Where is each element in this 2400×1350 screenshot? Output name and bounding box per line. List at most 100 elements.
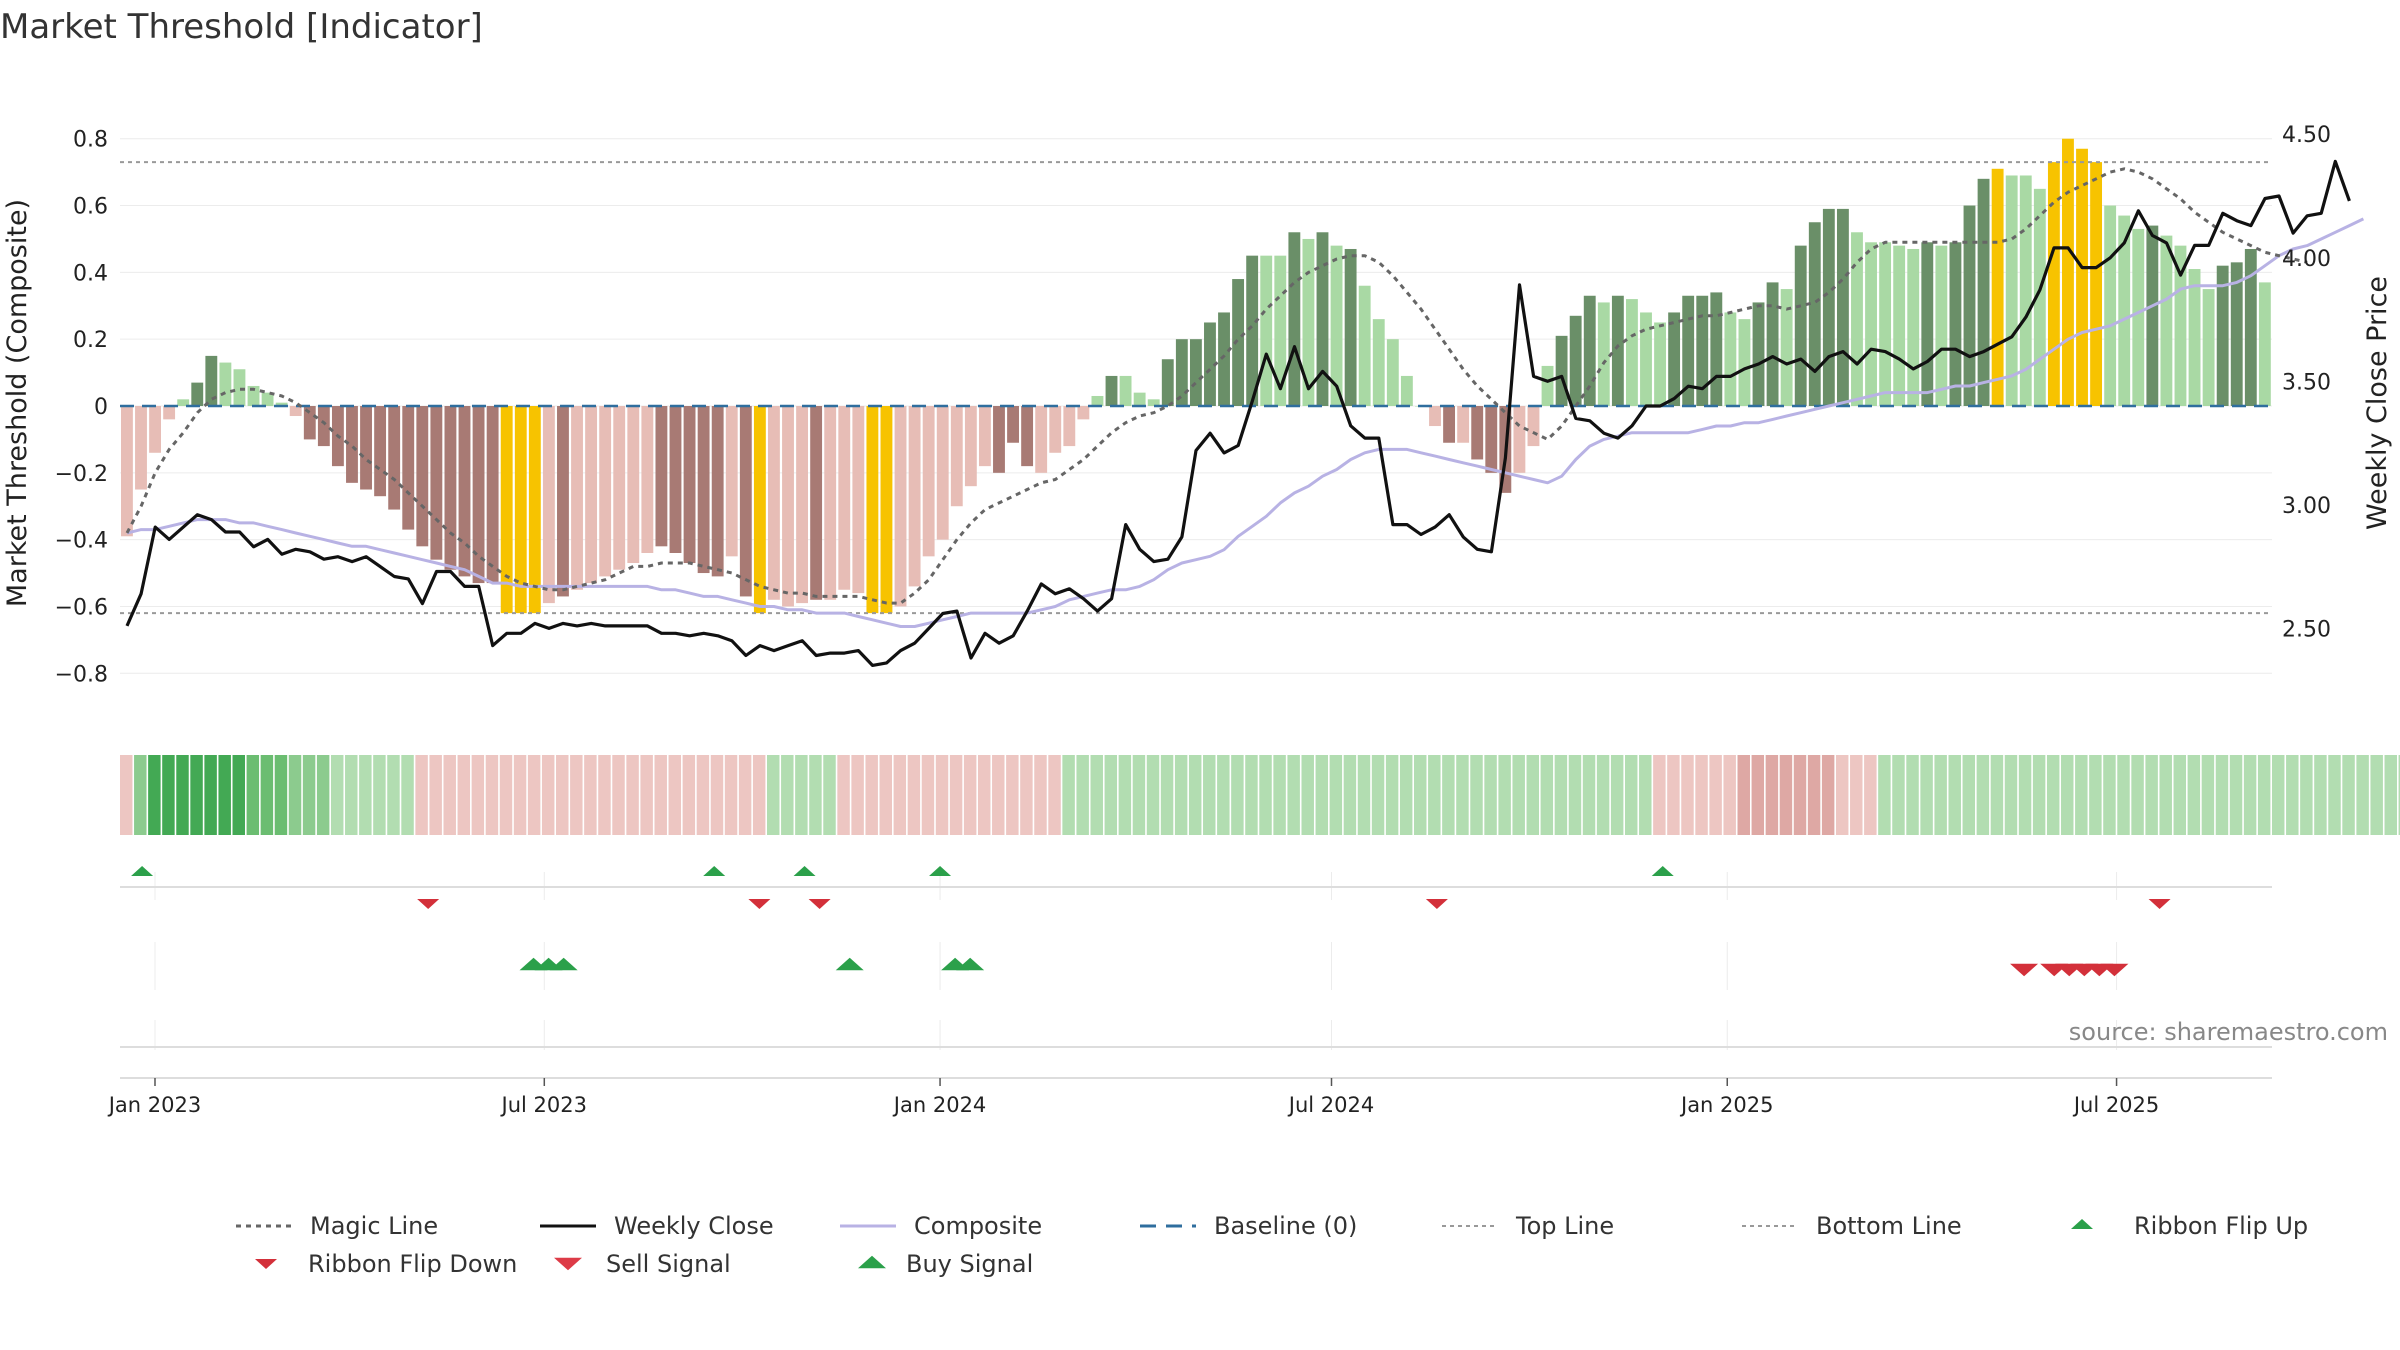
ribbon-cell [527, 755, 541, 835]
right-y-tick-label: 4.50 [2282, 123, 2331, 148]
composite-bar [838, 406, 851, 590]
ribbon-cell [1174, 755, 1188, 835]
ribbon-cell [1442, 755, 1455, 835]
ribbon-cell [1301, 755, 1314, 835]
composite-bar [697, 406, 710, 574]
ribbon-cell [1231, 755, 1244, 835]
legend-label: Sell Signal [606, 1250, 731, 1278]
ribbon-cell [1765, 755, 1779, 835]
sell-signal-icon [554, 1257, 582, 1271]
ribbon-cell [668, 755, 682, 835]
composite-bar [528, 406, 541, 614]
composite-bar [1822, 208, 1835, 406]
composite-bar [1780, 289, 1793, 406]
composite-bar [669, 406, 682, 553]
ribbon-cell [1568, 755, 1582, 835]
ribbon-cell [2075, 755, 2088, 835]
ribbon-cell [1090, 755, 1103, 835]
buy-signal-marker [549, 957, 578, 971]
legend-label: Baseline (0) [1214, 1212, 1357, 1240]
composite-bar [571, 406, 583, 590]
composite-bar [2104, 205, 2117, 406]
ribbon-cell [1821, 755, 1835, 835]
ribbon-cell [696, 755, 710, 835]
legend-label: Magic Line [310, 1212, 438, 1240]
legend-label: Top Line [1515, 1212, 1614, 1240]
composite-bar [1232, 279, 1245, 406]
date-tick-label: Jul 2025 [2072, 1093, 2159, 1117]
composite-bar [360, 406, 372, 490]
legend-label: Bottom Line [1816, 1212, 1962, 1240]
composite-bar [2216, 265, 2229, 406]
ribbon-cell [2103, 755, 2116, 835]
composite-bar [2019, 175, 2032, 406]
ribbon-cell [626, 755, 639, 835]
ribbon-cell [1962, 755, 1976, 835]
composite-bar [1738, 319, 1751, 406]
composite-bar [205, 355, 218, 406]
composite-bar [768, 406, 780, 600]
composite-bar [1752, 302, 1765, 406]
right-y-tick-label: 4.00 [2282, 247, 2331, 272]
composite-bar [2033, 188, 2046, 406]
ribbon-cell [176, 755, 189, 835]
ribbon-cell [1695, 755, 1708, 835]
composite-bar [753, 406, 766, 614]
ribbon-cell [2131, 755, 2144, 835]
ribbon-cell [2117, 755, 2130, 835]
ribbon-cell [1610, 755, 1624, 835]
ribbon-cell [1667, 755, 1680, 835]
composite-bar [1668, 312, 1681, 406]
ribbon-cell [1287, 755, 1300, 835]
ribbon-cell [612, 755, 625, 835]
composite-bar [1302, 238, 1315, 406]
composite-bar [219, 362, 232, 406]
composite-bar [1246, 255, 1259, 406]
ribbon-cell [1203, 755, 1216, 835]
ribbon-flip-up-marker [1651, 866, 1674, 876]
composite-bar [1527, 406, 1540, 447]
ribbon-flip-up-icon [2071, 1219, 2093, 1229]
composite-bar [163, 406, 176, 420]
legend-item: Sell Signal [554, 1250, 731, 1278]
composite-bar [922, 406, 935, 557]
ribbon-cell [1357, 755, 1371, 835]
ribbon-cell [1146, 755, 1160, 835]
ribbon-flip-down-marker [2148, 899, 2171, 909]
ribbon-cell [1399, 755, 1413, 835]
ribbon-cell [682, 755, 696, 835]
composite-bar [346, 406, 358, 483]
ribbon-cell [218, 755, 231, 835]
composite-bar [1372, 319, 1385, 406]
ribbon-cell [1807, 755, 1821, 835]
ribbon-cell [1779, 755, 1793, 835]
ribbon-cell [1639, 755, 1652, 835]
composite-bar [2188, 269, 2201, 406]
ribbon-cell [2314, 755, 2327, 835]
composite-bar [1977, 178, 1990, 406]
ribbon-cell [837, 755, 850, 835]
composite-bar [1091, 395, 1104, 406]
legend-label: Composite [914, 1212, 1042, 1240]
ribbon-cell [1751, 755, 1765, 835]
ribbon-cell [274, 755, 288, 835]
composite-bar [950, 406, 963, 507]
composite-bar [472, 406, 485, 584]
ribbon-cell [570, 755, 583, 835]
composite-bar [121, 406, 133, 537]
left-y-axis-label: Market Threshold (Composite) [2, 199, 33, 607]
ribbon-cell [1217, 755, 1230, 835]
ribbon-cell [1076, 755, 1089, 835]
grid-lines [120, 138, 2272, 1050]
date-tick-label: Jan 2025 [1679, 1093, 1774, 1117]
ribbon-cell [134, 755, 147, 835]
composite-bar [1808, 222, 1821, 406]
ribbon-cell [513, 755, 527, 835]
composite-bar [191, 382, 204, 406]
ribbon-cell [584, 755, 597, 835]
ribbon-cell [246, 755, 260, 835]
ribbon-cell [2286, 755, 2299, 835]
composite-bar [1485, 406, 1498, 473]
left-y-tick-label: 0 [94, 395, 108, 420]
ribbon-cell [865, 755, 878, 835]
